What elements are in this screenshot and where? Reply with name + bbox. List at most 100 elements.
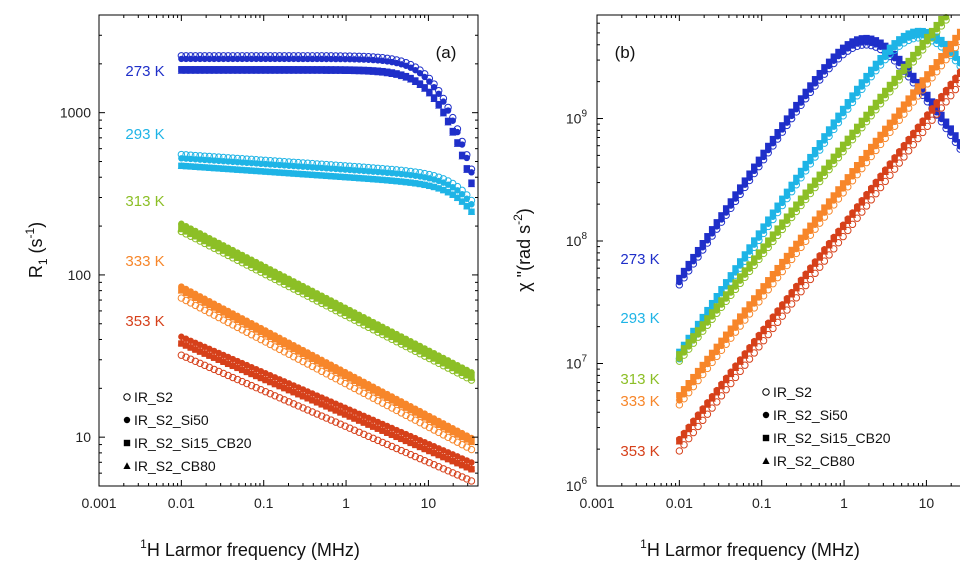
legend-label: IR_S2_Si50	[773, 407, 848, 423]
data-point	[439, 465, 448, 473]
data-point	[736, 185, 744, 193]
data-point	[219, 369, 228, 378]
data-point	[453, 471, 462, 479]
data-point	[759, 337, 768, 345]
data-point	[918, 128, 927, 137]
data-point	[699, 240, 707, 248]
data-point	[289, 400, 298, 408]
data-point	[844, 99, 852, 107]
data-point	[787, 300, 796, 308]
data-point	[933, 110, 941, 118]
data-point	[713, 398, 721, 406]
data-point	[937, 112, 946, 120]
data-point	[336, 420, 345, 428]
y-tick-label: 1000	[60, 105, 91, 121]
data-point	[722, 206, 730, 213]
data-point	[717, 392, 726, 400]
data-point	[947, 92, 955, 100]
data-point	[956, 62, 960, 70]
data-point	[848, 220, 857, 229]
data-point	[454, 128, 461, 136]
data-point	[468, 459, 475, 466]
data-point	[201, 361, 209, 370]
data-point	[769, 136, 777, 144]
data-point	[680, 441, 688, 449]
y-tick-label: 100	[68, 267, 92, 283]
data-point	[956, 28, 960, 36]
data-point	[764, 330, 772, 339]
data-point	[923, 92, 931, 100]
legend-marker	[762, 434, 770, 442]
x-tick-label: 10	[919, 495, 935, 511]
data-point	[956, 37, 960, 46]
data-point	[467, 464, 476, 472]
x-tick-label: 0.001	[81, 495, 116, 511]
data-point	[956, 145, 960, 153]
data-point	[778, 123, 786, 130]
data-point	[430, 95, 438, 102]
legend: IR_S2 IR_S2_Si50 IR_S2_Si15_CB20 IR_S2_CB80	[123, 389, 252, 474]
data-point	[834, 113, 843, 121]
temperature-label: 293 K	[125, 126, 164, 143]
data-point	[820, 134, 829, 141]
data-point	[778, 312, 787, 320]
data-point	[844, 226, 852, 235]
y-tick-label: 109	[566, 109, 588, 127]
data-point	[285, 398, 293, 406]
data-point	[947, 126, 955, 134]
x-tick-label: 1	[342, 495, 350, 511]
data-point	[797, 96, 805, 103]
data-point	[806, 275, 815, 284]
data-point	[717, 213, 726, 220]
y-tick-label: 10	[75, 429, 91, 445]
data-point	[727, 199, 735, 206]
data-point	[858, 208, 866, 216]
data-point	[449, 128, 457, 136]
data-point	[764, 143, 772, 151]
data-point	[862, 202, 871, 210]
data-point	[764, 217, 772, 225]
data-point	[680, 268, 688, 276]
data-point	[755, 231, 763, 239]
data-point	[792, 175, 800, 183]
data-point	[388, 442, 396, 451]
data-point	[435, 463, 443, 471]
data-point	[360, 430, 368, 439]
data-point	[811, 269, 819, 278]
y-tick-label: 107	[566, 354, 588, 372]
data-point	[355, 428, 363, 436]
data-point	[853, 214, 861, 222]
data-point	[266, 390, 274, 398]
data-point	[444, 467, 452, 475]
data-point	[731, 266, 740, 273]
data-point	[205, 363, 214, 372]
data-point	[468, 201, 475, 208]
legend: IR_S2 IR_S2_Si50 IR_S2_Si15_CB20 IR_S2_CB80	[762, 384, 891, 469]
data-point	[467, 374, 476, 381]
data-point	[820, 257, 829, 265]
data-point	[703, 233, 712, 241]
data-point	[876, 183, 885, 192]
x-tick-label: 10	[421, 495, 437, 511]
data-point	[257, 385, 265, 394]
data-point	[229, 373, 237, 382]
data-point	[322, 414, 331, 422]
data-point	[773, 318, 782, 327]
data-point	[755, 343, 763, 351]
data-point	[689, 254, 697, 262]
data-point	[406, 450, 415, 459]
data-point	[788, 182, 796, 190]
legend-label: IR_S2_Si15_CB20	[134, 435, 252, 451]
data-point	[708, 226, 716, 234]
data-point	[848, 93, 857, 101]
data-point	[942, 119, 950, 127]
data-point	[440, 98, 447, 105]
data-point	[736, 259, 744, 266]
x-tick-label: 0.1	[254, 495, 274, 511]
legend-label: IR_S2_Si15_CB20	[773, 430, 891, 446]
legend-label: IR_S2_CB80	[773, 453, 855, 469]
data-point	[745, 355, 754, 363]
data-point	[956, 30, 960, 37]
data-point	[243, 379, 251, 388]
data-point	[425, 458, 434, 467]
